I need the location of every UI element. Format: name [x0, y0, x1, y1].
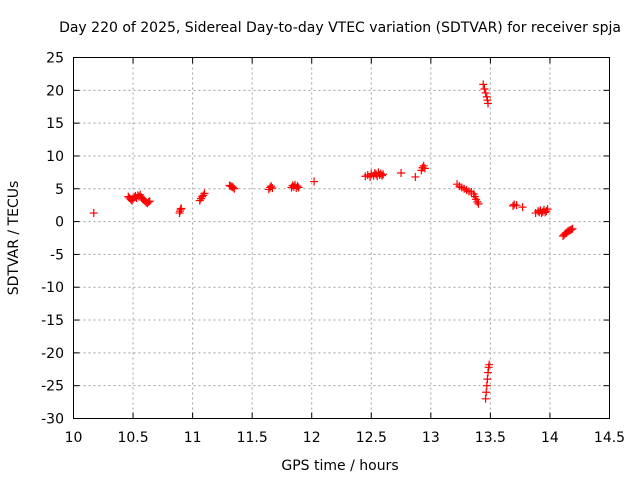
- data-point: [481, 88, 490, 97]
- x-tick-label: 11: [184, 430, 202, 446]
- data-point: [509, 201, 518, 210]
- y-tick-label: -15: [41, 313, 64, 329]
- data-point: [145, 197, 154, 206]
- y-tick-label: 10: [46, 149, 64, 165]
- y-tick-label: -20: [41, 346, 64, 362]
- data-point: [480, 85, 489, 94]
- x-tick-label: 12.5: [356, 430, 387, 446]
- data-point: [420, 164, 429, 173]
- data-point: [397, 169, 406, 178]
- data-point: [512, 201, 521, 210]
- y-tick-label: -30: [41, 412, 64, 428]
- data-point: [268, 184, 277, 193]
- data-point: [411, 172, 420, 181]
- data-point: [479, 80, 488, 89]
- x-tick-label: 14: [541, 430, 559, 446]
- x-tick-label: 11.5: [237, 430, 268, 446]
- y-tick-label: 5: [55, 182, 64, 198]
- x-tick-label: 13: [422, 430, 440, 446]
- data-point: [518, 203, 527, 212]
- y-tick-label: 0: [55, 215, 64, 231]
- data-point: [200, 189, 209, 198]
- data-point: [199, 191, 208, 200]
- x-tick-label: 14.5: [594, 430, 625, 446]
- data-point: [485, 360, 494, 369]
- y-tick-label: -5: [50, 247, 64, 263]
- plot-frame: [73, 57, 610, 419]
- x-tick-labels: 10 10.5 11 11.5 12 12.5 13 13.5 14 14.5: [65, 430, 626, 446]
- x-axis-title: GPS time / hours: [281, 458, 398, 474]
- data-point: [177, 204, 186, 213]
- y-tick-label: 15: [46, 116, 64, 132]
- data-point: [229, 183, 238, 192]
- y-tick-label: 25: [46, 51, 64, 67]
- data-points: [89, 80, 577, 403]
- data-point: [568, 224, 577, 233]
- x-tick-label: 13.5: [475, 430, 506, 446]
- axis-ticks: [73, 57, 610, 419]
- data-point: [542, 207, 551, 216]
- y-axis-title: SDTVAR / TECUs: [6, 181, 22, 296]
- data-point: [310, 177, 319, 186]
- data-point: [267, 182, 276, 191]
- x-tick-label: 12: [303, 430, 321, 446]
- x-tick-label: 10.5: [117, 430, 148, 446]
- data-point: [379, 170, 388, 179]
- y-tick-label: -25: [41, 379, 64, 395]
- chart-title: Day 220 of 2025, Sidereal Day-to-day VTE…: [59, 20, 621, 36]
- data-point: [366, 172, 375, 181]
- data-point: [377, 171, 386, 180]
- grid-lines: [73, 57, 610, 419]
- data-point: [294, 183, 303, 192]
- data-point: [293, 182, 302, 191]
- data-point: [484, 99, 493, 108]
- data-point: [474, 199, 483, 208]
- data-point: [144, 197, 153, 206]
- data-point: [473, 197, 482, 206]
- y-tick-labels: 25 20 15 10 5 0 -5 -10 -15 -20 -25 -30: [41, 51, 64, 428]
- data-point: [543, 205, 552, 214]
- data-point: [89, 209, 98, 218]
- y-tick-label: -10: [41, 280, 64, 296]
- y-tick-label: 20: [46, 83, 64, 99]
- x-tick-label: 10: [65, 430, 83, 446]
- data-point: [230, 184, 239, 193]
- data-point: [567, 225, 576, 234]
